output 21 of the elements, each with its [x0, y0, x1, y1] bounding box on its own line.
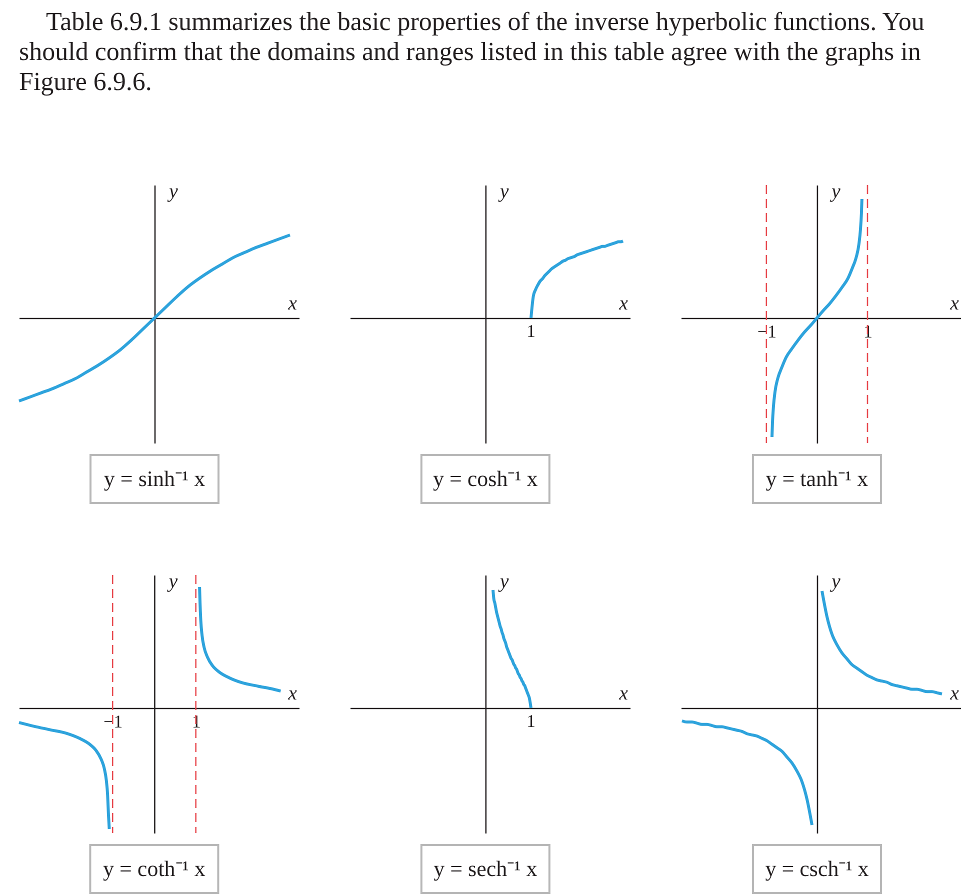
x-axis-title: x	[618, 292, 628, 314]
y-axis-title: y	[166, 570, 178, 592]
x-axis-title: x	[287, 682, 298, 704]
y-axis-title: y	[830, 570, 840, 592]
x-axis-title: x	[949, 292, 960, 314]
y-axis-title: y	[167, 180, 178, 202]
x-axis-title: x	[949, 682, 960, 704]
y-axis-title: y	[498, 570, 509, 592]
text: y = tanh⁻¹ x	[766, 466, 868, 491]
x-tick-label: −1	[757, 322, 776, 342]
y-axis-title: y	[498, 180, 509, 202]
text: y = coth⁻¹ x	[103, 856, 206, 881]
y-axis-title: y	[829, 180, 840, 202]
text: y = csch⁻¹ x	[765, 856, 869, 881]
x-tick-label: −1	[104, 712, 123, 732]
text: y = cosh⁻¹ x	[432, 466, 538, 491]
text: y = sech⁻¹ x	[434, 856, 538, 881]
text: y = sinh⁻¹ x	[104, 466, 206, 491]
x-axis-title: x	[287, 292, 298, 314]
caption: Table 6.9.1 summarizes the basic properties of the inverse hyperbolic functions. You should confirm that the domains and ranges listed in this table agree with the graphs in Figure 6.9.6.	[19, 7, 924, 96]
x-axis-title: x	[618, 682, 628, 704]
